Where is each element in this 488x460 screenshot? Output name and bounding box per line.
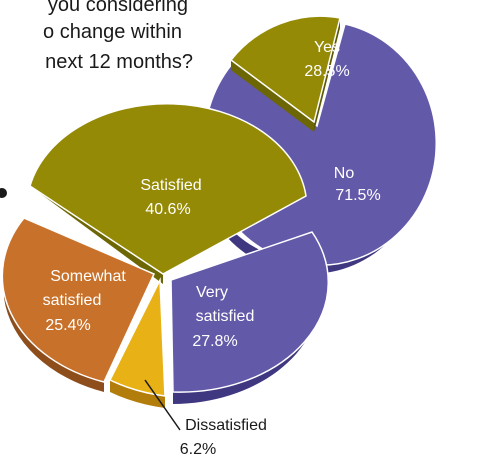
title-line-2: o change within	[43, 21, 182, 43]
label-very-1: Very	[196, 284, 228, 301]
value-very: 27.8%	[192, 333, 237, 350]
leader-line-dissatisfied	[144, 379, 181, 431]
label-somewhat-2: satisfied	[43, 292, 102, 309]
value-no: 71.5%	[335, 187, 380, 204]
label-yes: Yes	[314, 39, 340, 56]
pie-satisfaction	[1, 103, 330, 408]
value-satisfied: 40.6%	[145, 201, 190, 218]
pie-slice-dissatisfied-side	[110, 380, 165, 408]
pie-slice-dissatisfied	[108, 277, 166, 397]
pie-slice-somewhat-satisfied	[1, 217, 156, 383]
pie-slice-satisfied	[29, 103, 307, 275]
pie-slice-yes-side	[231, 60, 314, 132]
title-line-3: next 12 months?	[45, 51, 193, 73]
value-yes: 28.5%	[304, 63, 349, 80]
label-dissatisfied: Dissatisfied	[185, 417, 267, 434]
pie-change-title: you considering o change within next 12 …	[43, 0, 193, 73]
pie-slice-somewhat-side	[4, 286, 104, 392]
label-somewhat-1: Somewhat	[50, 268, 126, 285]
label-satisfied: Satisfied	[140, 177, 201, 194]
value-dissatisfied: 6.2%	[180, 441, 216, 458]
pie-slice-very-satisfied	[170, 231, 330, 393]
label-no: No	[334, 165, 355, 182]
label-very-2: satisfied	[196, 308, 255, 325]
pie-slice-yes	[229, 15, 341, 124]
bullet-dot	[0, 188, 7, 198]
value-somewhat: 25.4%	[45, 317, 90, 334]
title-line-1: you considering	[48, 0, 188, 16]
